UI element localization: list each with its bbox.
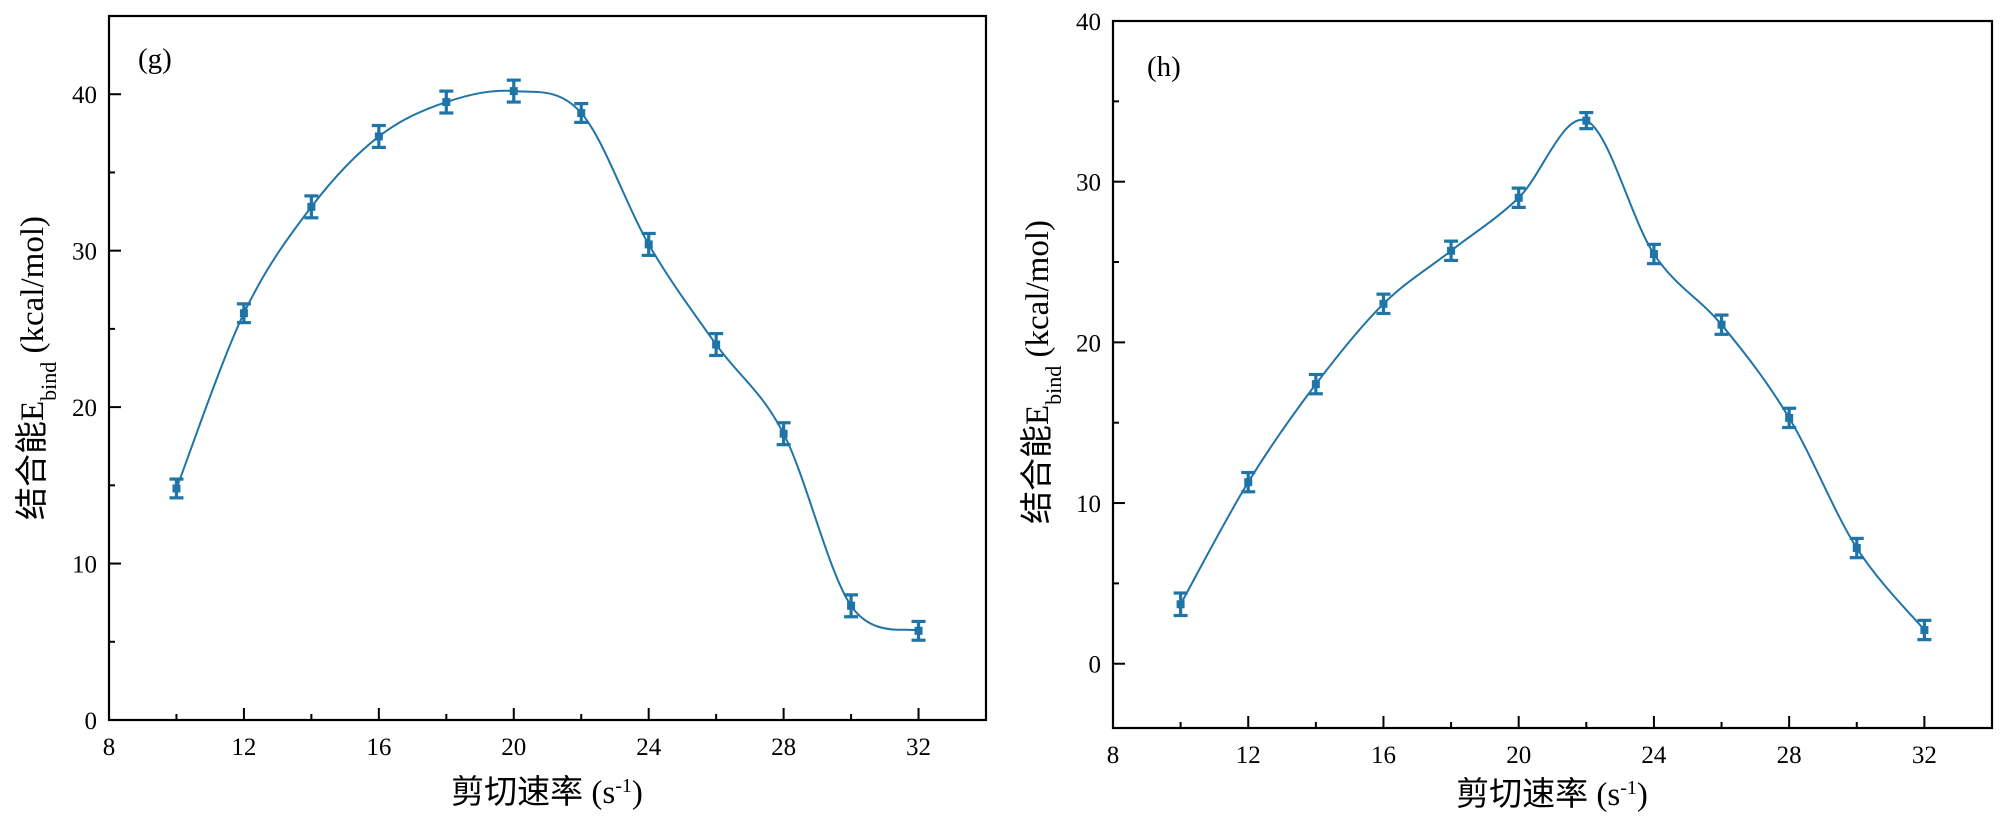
data-point [644,240,653,249]
y-axis-title-sub: bind [36,362,61,401]
x-tick-label: 20 [1506,742,1531,769]
data-point [1176,600,1185,609]
data-point [172,484,181,493]
y-axis-title-sub: bind [1041,366,1066,405]
data-point [1514,193,1523,202]
x-axis-title-sup: -1 [1620,777,1637,799]
x-axis-title-sup: -1 [615,775,632,797]
data-point [914,626,923,635]
y-tick-label: 0 [85,708,98,735]
series-curve [175,89,919,632]
data-point [1852,544,1861,553]
plot-frame [107,14,988,722]
y-axis-title-suffix: (kcal/mol) [15,216,51,362]
y-tick-label: 40 [72,82,97,109]
series-curve [1179,118,1926,631]
data-point [1244,478,1253,487]
y-tick-label: 30 [72,239,97,266]
data-point [1785,413,1794,422]
data-point [1920,625,1929,634]
data-point [577,108,586,117]
x-tick-label: 16 [366,734,391,761]
x-tick-label: 28 [771,734,796,761]
y-tick-label: 30 [1076,170,1101,197]
x-axis-title-close: ) [632,775,643,811]
x-tick-label: 32 [906,734,931,761]
y-tick-label: 10 [72,552,97,579]
data-point [1311,380,1320,389]
data-point [1717,320,1726,329]
data-point [239,309,248,318]
x-tick-label: 12 [231,734,256,761]
axis-ticks: 8 12 16 20 24 28 32 0 10 20 30 40 [1076,9,1937,769]
y-tick-label: 20 [1076,330,1101,357]
panel-label: (h) [1147,51,1181,83]
data-point [1582,116,1591,125]
x-axis-title: 剪切速率 (s-1) [451,774,643,811]
y-axis-title-suffix: (kcal/mol) [1020,220,1056,366]
data-point [1379,299,1388,308]
y-tick-label: 0 [1089,652,1102,679]
data-point [374,132,383,141]
x-tick-label: 16 [1371,742,1396,769]
y-axis-title-prefix: 结合能E [14,401,51,520]
x-tick-label: 12 [1236,742,1261,769]
data-point [307,202,316,211]
plot-area [1173,110,1932,642]
data-point [442,98,451,107]
y-tick-label: 20 [72,395,97,422]
x-tick-label: 28 [1777,742,1802,769]
data-point [712,340,721,349]
y-tick-label: 10 [1076,491,1101,518]
x-tick-label: 8 [1107,742,1120,769]
y-axis-title-prefix: 结合能E [1019,405,1056,524]
axis-ticks: 8 12 16 20 24 28 32 0 10 20 30 40 [72,82,931,761]
x-axis-title-text: 剪切速率 (s [1456,776,1620,813]
data-point [847,601,856,610]
y-axis-title: 结合能Ebind (kcal/mol) [14,216,61,520]
plot-area [169,78,926,642]
data-point [509,87,518,96]
x-axis-title-close: ) [1637,777,1648,813]
data-point [1649,249,1658,258]
data-point [779,429,788,438]
y-tick-label: 40 [1076,9,1101,36]
x-axis-title-text: 剪切速率 (s [451,774,615,811]
x-axis-title: 剪切速率 (s-1) [1456,776,1648,813]
x-tick-label: 8 [103,734,116,761]
x-tick-label: 20 [501,734,526,761]
x-tick-label: 24 [636,734,662,761]
x-tick-label: 24 [1641,742,1667,769]
chart-panel-g: (g) 8 12 16 20 24 28 32 0 10 20 30 40 剪切速率 (s-1) 结合… [14,14,988,811]
x-tick-label: 32 [1912,742,1937,769]
chart-panel-h: (h) 8 12 16 20 24 28 32 0 10 20 30 40 剪切速率 (s-1) 结合… [1019,9,1994,813]
y-axis-title: 结合能Ebind (kcal/mol) [1019,220,1066,524]
panel-label: (g) [138,43,172,75]
plot-frame [1111,19,1994,730]
data-point [1447,246,1456,255]
